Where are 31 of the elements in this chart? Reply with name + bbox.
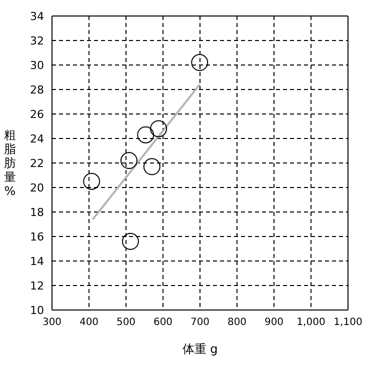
y-tick-label: 12: [30, 279, 44, 292]
point: [122, 232, 139, 250]
point: [191, 54, 208, 72]
y-tick-label: 32: [30, 34, 44, 48]
x-tick-label: 1,000: [296, 317, 326, 328]
y-tick-label: 18: [30, 206, 44, 219]
x-tick-label: 900: [264, 317, 284, 328]
y-axis-title: 粗脂肪量%: [4, 128, 16, 198]
y-tick-label: 16: [30, 230, 44, 244]
y-tick-label: 28: [30, 83, 44, 96]
y-tick-label: 30: [30, 58, 44, 72]
point: [120, 152, 138, 170]
x-tick-label: 800: [227, 317, 247, 328]
x-tick-label: 600: [153, 317, 173, 328]
y-tick-label: 34: [30, 10, 44, 23]
x-tick-label: 400: [79, 317, 99, 328]
point: [150, 120, 168, 138]
x-tick-label: 500: [116, 317, 136, 328]
point: [137, 126, 154, 144]
x-tick-label: 1,100: [334, 317, 362, 328]
x-axis-title: 体重 g: [182, 342, 218, 356]
x-tick-label: 300: [42, 317, 62, 328]
y-tick-label: 14: [30, 254, 44, 268]
y-tick-label: 26: [30, 108, 44, 121]
y-tick-label: 10: [30, 304, 44, 317]
point: [83, 172, 100, 190]
x-tick-label: 700: [190, 317, 210, 328]
y-tick-label: 20: [30, 181, 44, 194]
y-tick-label: 24: [30, 132, 44, 146]
point: [143, 158, 160, 176]
y-tick-label: 22: [30, 156, 44, 170]
